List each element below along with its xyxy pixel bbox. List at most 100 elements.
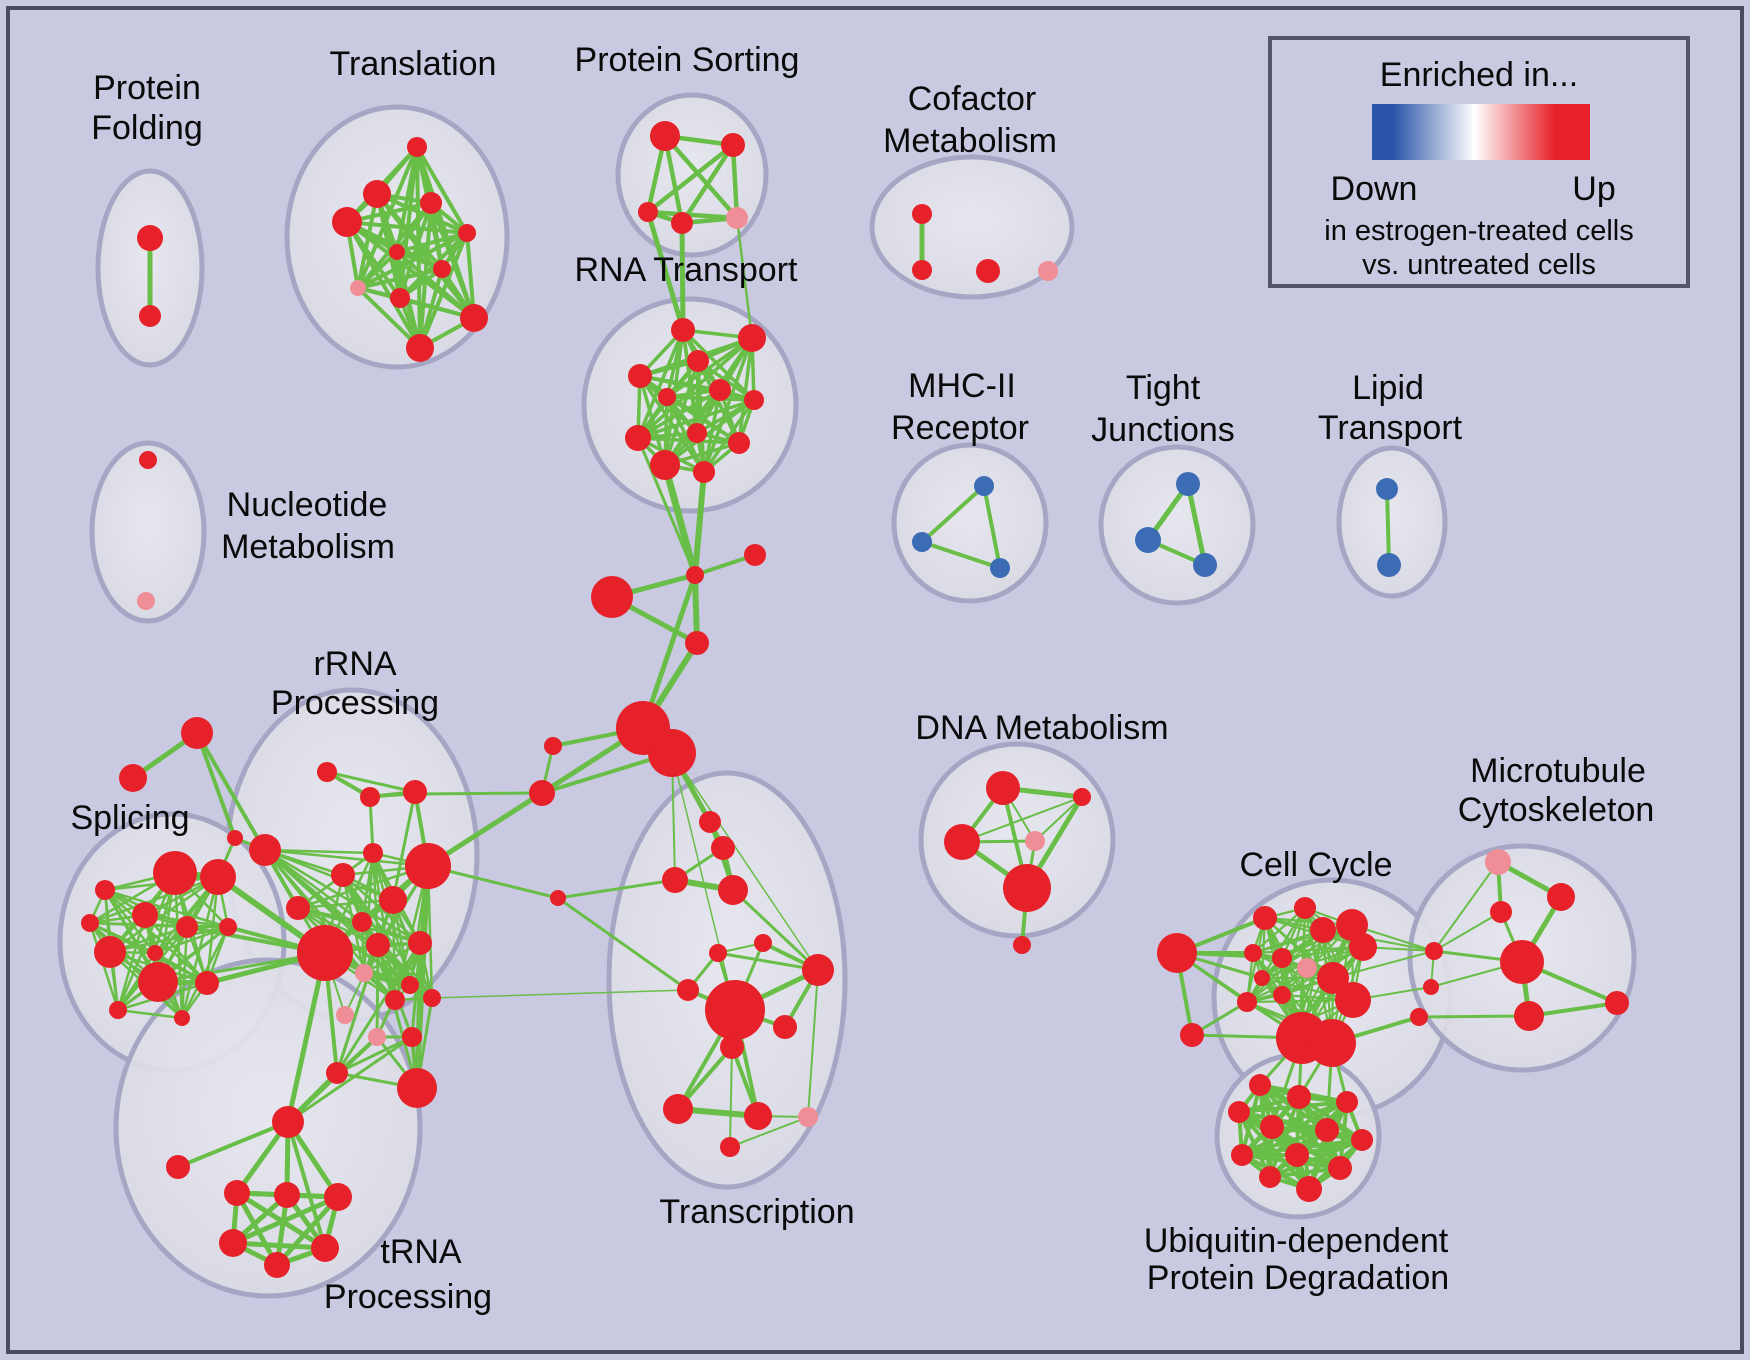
node-sp4 [132,902,158,928]
edge-rr16-rr21 [335,1035,414,1075]
node-rr17 [397,1068,437,1108]
node-sp3 [95,880,115,900]
node-m2 [744,544,766,566]
edge-r2-r10 [737,336,754,445]
node-rr6 [379,886,407,914]
edge-th3-th6 [274,1194,341,1268]
cluster-label-trna-processing-line1: tRNA [380,1233,462,1271]
node-t8 [350,280,366,296]
cluster-mhc-ii-receptor-ellipse [891,442,1049,604]
edge-r9-r10 [636,436,741,445]
cluster-label-ubiquitin-degradation-line1: Ubiquitin-dependent [1144,1222,1449,1260]
node-cc11 [1273,986,1291,1004]
edge-r1-r7 [681,328,756,402]
node-ccl [1157,933,1197,973]
cluster-label-tight-junctions-line2: Junctions [1091,411,1235,449]
node-th6 [264,1252,290,1278]
edge-h2-tx10 [671,752,736,1011]
edge-trh-rr21 [286,1035,414,1124]
node-sp13 [174,1010,190,1026]
edge-b1-cc12 [1332,950,1435,979]
node-ps2 [721,133,745,157]
node-b2 [1423,979,1439,995]
edge-h2-tx8 [671,752,819,971]
node-tj2 [1135,527,1161,553]
edge-rr17-rr10 [415,941,422,1090]
node-cc5 [1297,958,1317,978]
node-cc2 [1294,897,1316,919]
node-sp11 [195,971,219,995]
edge-cc2-cc3 [1251,906,1307,955]
edge-th3-th4 [230,1194,341,1246]
edge-t5-t8 [356,231,469,290]
node-t3 [420,192,442,214]
node-ta1 [181,717,213,749]
node-t1 [407,137,427,157]
edge-r7-r9 [636,398,756,440]
edge-mh1-mh3 [982,484,1002,570]
node-mtp [1485,849,1511,875]
node-tx8 [802,954,834,986]
node-rr11 [286,896,310,920]
node-u6 [1315,1118,1339,1142]
node-t6 [389,244,405,260]
node-tj1 [1176,472,1200,496]
cluster-label-nucleotide-metabolism-line2: Metabolism [221,528,395,566]
cluster-label-rrna-processing-line2: Processing [271,684,439,722]
edge-tx11-tx15 [729,1046,733,1148]
node-tx13 [744,1102,772,1130]
cluster-label-lipid-transport-line2: Transport [1318,409,1463,447]
edge-ps1-ps5 [662,133,740,221]
edge-ps3-r1 [645,209,686,333]
edge-rr11-rr19 [296,906,412,987]
node-r3 [628,364,652,388]
edge-lp1-lp2 [1385,487,1391,567]
edge-rr20-rr10 [375,941,422,1039]
node-tx10 [705,980,765,1040]
node-b3 [1410,1008,1428,1026]
node-cc13 [1335,982,1371,1018]
node-rr15 [423,989,441,1007]
cluster-label-nucleotide-metabolism-line1: Nucleotide [227,486,388,524]
edge-ps2-ps5 [730,142,740,221]
edge-rr1-rr3 [325,770,417,794]
node-mt4 [1514,1001,1544,1031]
node-tx9 [773,1015,797,1039]
node-cc6 [1310,917,1336,943]
edge-c1-trh [285,950,328,1125]
cluster-tight-junctions-ellipse [1098,444,1256,606]
node-lp2 [1377,553,1401,577]
node-mt5 [1605,991,1629,1015]
node-t7 [433,260,451,278]
edge-sp10-c1 [156,951,327,984]
edge-b1-mt2 [1433,911,1502,952]
node-tx11 [720,1035,744,1059]
node-tx1 [699,811,721,833]
node-d4 [1025,831,1045,851]
node-u5 [1260,1115,1284,1139]
node-rr10 [408,931,432,955]
node-u1 [1249,1074,1271,1096]
node-s3 [550,890,566,906]
node-t5 [458,224,476,242]
edge-t5-t10 [465,231,476,320]
node-m1 [686,566,704,584]
edge-sp8-sp12 [116,951,157,1012]
edge-d2-d3 [961,796,1083,843]
node-h2 [648,729,696,777]
node-cf1 [912,204,932,224]
node-tx15 [720,1137,740,1157]
node-rr8 [352,912,372,932]
node-rr19 [401,976,419,994]
node-m4 [685,631,709,655]
node-cc8 [1349,933,1377,961]
node-sp8 [147,945,163,961]
node-u4 [1336,1091,1358,1113]
edge-tx4-tx8 [731,888,820,972]
edge-u6-u8 [1240,1128,1329,1157]
node-r8 [687,423,707,443]
node-r7 [744,390,764,410]
node-t2 [363,180,391,208]
legend-gradient-bar [1372,104,1590,160]
